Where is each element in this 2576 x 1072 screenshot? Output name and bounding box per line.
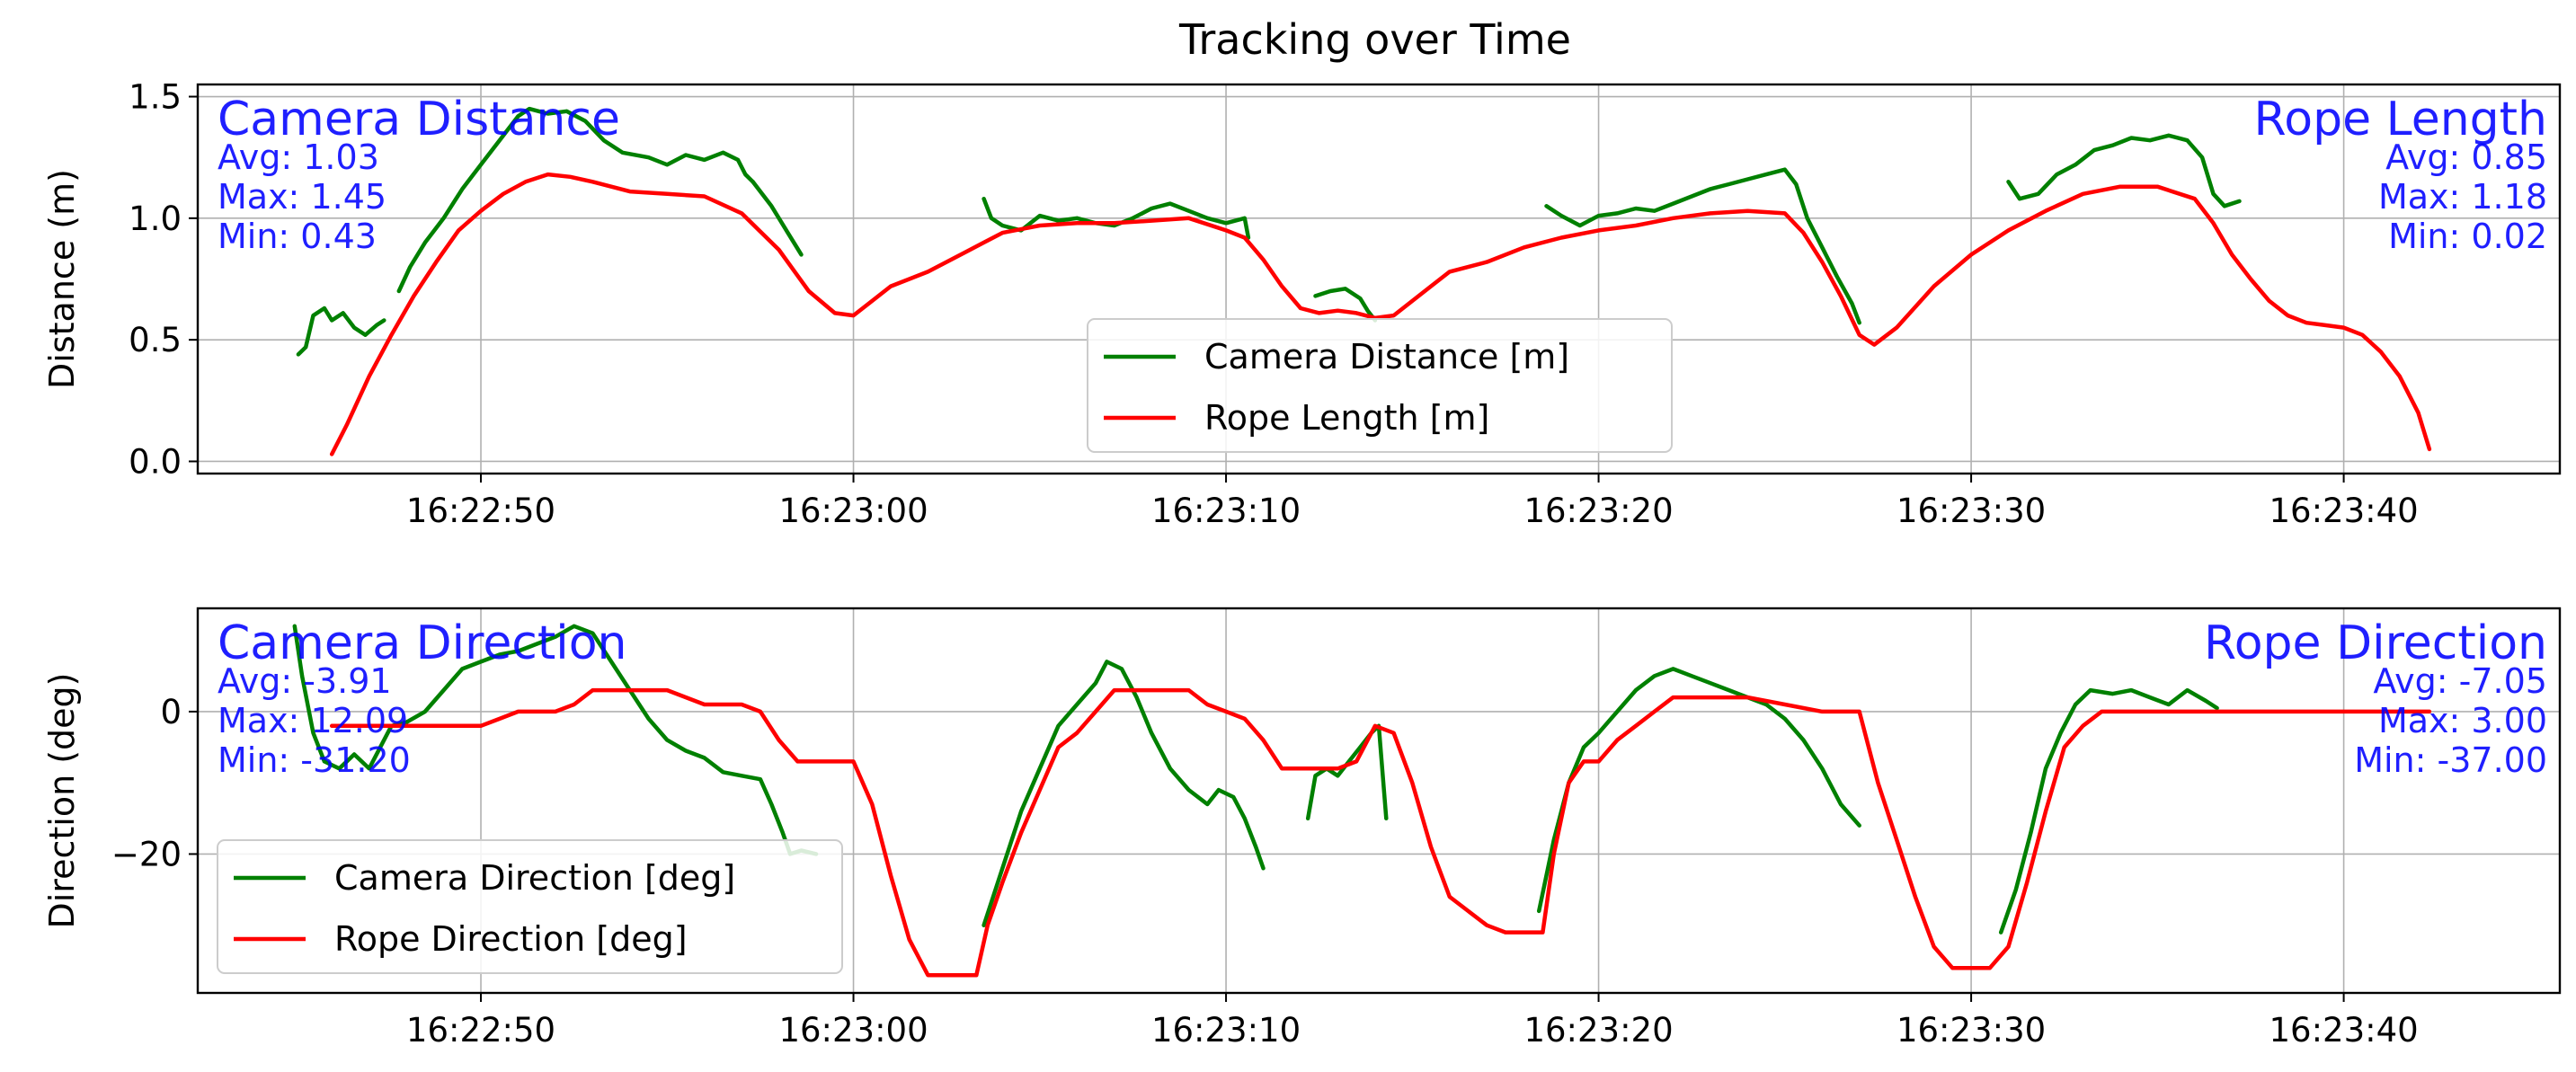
direction-series-1-segment-0 xyxy=(329,687,2432,978)
direction-left-stats-title: Camera Direction xyxy=(218,616,627,670)
distance-x-tick-label-4: 16:23:30 xyxy=(1896,492,2046,530)
distance-series-0-segment-4 xyxy=(1313,287,1378,323)
direction-x-tick-label-1: 16:23:00 xyxy=(778,1011,928,1050)
distance-legend-label-1: Rope Length [m] xyxy=(1204,398,1489,438)
distance-legend-box xyxy=(1087,318,1673,453)
distance-right-stats-line-0: Avg: 0.85 xyxy=(2385,137,2547,177)
distance-series-0-segment-0 xyxy=(296,306,386,357)
distance-left-stats-line-1: Max: 1.45 xyxy=(218,177,386,217)
direction-right-stats-line-1: Max: 3.00 xyxy=(2378,701,2547,740)
distance-subplot: 16:22:50 16:23:00 16:23:10 16:23:20 16:23:30… xyxy=(42,78,2562,530)
direction-right-stats-line-0: Avg: -7.05 xyxy=(2373,661,2547,701)
direction-legend: Camera Direction [deg] Rope Direction [de… xyxy=(217,839,843,974)
distance-right-stats-title: Rope Length xyxy=(2254,93,2548,146)
direction-x-tick-label-5: 16:23:40 xyxy=(2269,1011,2418,1050)
distance-x-tick-label-5: 16:23:40 xyxy=(2269,492,2418,530)
direction-subplot: 16:22:50 16:23:00 16:23:10 16:23:20 16:23:30… xyxy=(42,607,2562,1050)
distance-y-axis-label: Distance (m) xyxy=(42,169,82,389)
direction-legend-label-1: Rope Direction [deg] xyxy=(334,919,688,959)
distance-y-tick-label-2: 1.0 xyxy=(129,199,182,238)
distance-legend-label-0: Camera Distance [m] xyxy=(1204,337,1569,377)
direction-right-stats-title: Rope Direction xyxy=(2204,616,2547,670)
distance-x-tick-label-2: 16:23:10 xyxy=(1151,492,1301,530)
direction-series-0-segment-0 xyxy=(292,624,819,856)
direction-series-0-segment-4 xyxy=(1998,687,2219,935)
direction-series-0-segment-1 xyxy=(982,660,1266,927)
figure-title: Tracking over Time xyxy=(1178,15,1571,64)
distance-right-stats-line-2: Min: 0.02 xyxy=(2388,217,2547,256)
direction-x-tick-label-0: 16:22:50 xyxy=(406,1011,555,1050)
distance-plot-frame xyxy=(196,83,2562,475)
direction-left-stats-line-1: Max: 12.09 xyxy=(218,701,408,740)
direction-legend-box xyxy=(217,839,843,974)
distance-series-0-segment-2 xyxy=(751,180,804,257)
distance-y-tick-label-1: 0.5 xyxy=(129,321,182,359)
distance-right-stats-line-1: Max: 1.18 xyxy=(2378,177,2547,217)
direction-left-stats-line-0: Avg: -3.91 xyxy=(218,661,392,701)
direction-x-tick-label-2: 16:23:10 xyxy=(1151,1011,1301,1050)
distance-y-tick-label-3: 1.5 xyxy=(129,78,182,117)
direction-y-tick-label-0: 0 xyxy=(160,693,182,731)
direction-x-tick-label-3: 16:23:20 xyxy=(1523,1011,1673,1050)
direction-right-stats-line-2: Min: -37.00 xyxy=(2354,740,2547,780)
direction-series-0-segment-3 xyxy=(1536,667,1861,914)
distance-left-stats-title: Camera Distance xyxy=(218,93,620,146)
distance-x-tick-label-1: 16:23:00 xyxy=(778,492,928,530)
direction-plot-frame xyxy=(196,607,2562,995)
direction-legend-label-0: Camera Direction [deg] xyxy=(334,858,735,898)
distance-series-0-segment-6 xyxy=(2006,133,2242,208)
distance-series-0-segment-5 xyxy=(1544,167,1861,325)
direction-y-tick-label-1: −20 xyxy=(111,835,182,873)
distance-legend: Camera Distance [m] Rope Length [m] xyxy=(1087,318,1673,453)
direction-y-axis-label: Direction (deg) xyxy=(42,672,82,928)
distance-left-stats-line-0: Avg: 1.03 xyxy=(218,137,379,177)
distance-x-tick-label-0: 16:22:50 xyxy=(406,492,555,530)
direction-x-tick-label-4: 16:23:30 xyxy=(1896,1011,2046,1050)
distance-series-0-segment-1 xyxy=(396,106,755,294)
distance-x-tick-label-3: 16:23:20 xyxy=(1523,492,1673,530)
distance-y-tick-label-0: 0.0 xyxy=(129,442,182,481)
direction-left-stats-line-2: Min: -31.20 xyxy=(218,740,411,780)
distance-left-stats-line-2: Min: 0.43 xyxy=(218,217,377,256)
distance-series-1-segment-0 xyxy=(329,172,2432,456)
